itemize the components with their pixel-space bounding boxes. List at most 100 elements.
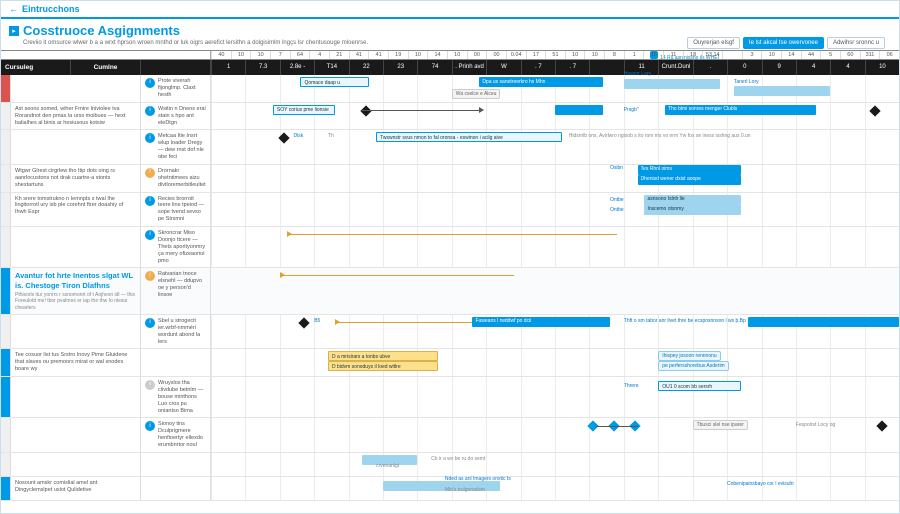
timeline-lane[interactable]: SOY corius pme lionsie Tho blmi sonres me… bbox=[211, 103, 899, 130]
row-handle[interactable] bbox=[1, 268, 11, 314]
gantt-bar[interactable]: Dpa us sanetreerkro hs Mhn bbox=[479, 77, 603, 87]
task-row[interactable]: iSionoy tins Dculprigmere henfioertyr el… bbox=[1, 418, 899, 453]
header-tick[interactable]: . 7 bbox=[555, 60, 589, 75]
tag-label[interactable]: Ihispey josoon rennnonu bbox=[658, 351, 721, 361]
tag-label[interactable]: pe perfersshorebux Asderim bbox=[658, 361, 729, 371]
task-row[interactable]: iProte viverah fijonglmp. Claxt hesthQom… bbox=[1, 75, 899, 103]
timeline-lane[interactable] bbox=[211, 227, 899, 267]
gantt-bar[interactable]: Dhenisd wener dxist aoope bbox=[638, 175, 741, 185]
row-handle[interactable] bbox=[1, 477, 11, 500]
timeline-lane[interactable]: B5Fuweans l rwddwf po dciiThft o sm tabo… bbox=[211, 315, 899, 349]
header-tick[interactable]: W bbox=[486, 60, 520, 75]
task-row[interactable]: iMetcaa Itie Insrt wlup loader Dregy — d… bbox=[1, 130, 899, 165]
task-row[interactable]: Ast seons somed, wiher Fmire Iniviolee t… bbox=[1, 103, 899, 131]
task-name-cell[interactable] bbox=[11, 227, 141, 267]
section-row[interactable]: Avantur fot hrte Inentos slgat WL is. Ch… bbox=[1, 268, 899, 315]
tag-label[interactable]: Tbusci slel nse iparer bbox=[693, 420, 748, 430]
header-tick[interactable]: 1 bbox=[211, 60, 245, 75]
gantt-bar[interactable] bbox=[624, 79, 720, 89]
timeline-lane[interactable]: OsibnTes Rhnl oimsDhenisd wener dxist ao… bbox=[211, 165, 899, 192]
gantt-bar[interactable]: D bidvm sonoduys il loed witlre bbox=[328, 361, 438, 371]
task-row[interactable]: iSkroncrar Miso Doonjo ttcere — Thets ap… bbox=[1, 227, 899, 268]
header-tick[interactable]: 4 bbox=[830, 60, 864, 75]
header-tick[interactable] bbox=[589, 60, 623, 75]
header-tick[interactable]: . bbox=[693, 60, 727, 75]
gantt-bar[interactable]: Fuweans l rwddwf po dcii bbox=[472, 317, 610, 327]
gantt-bar[interactable] bbox=[734, 86, 830, 96]
timeline-lane[interactable]: ThrereOU1 0 scom bb sersrh bbox=[211, 377, 899, 417]
header-tick[interactable]: 7.3 bbox=[245, 60, 279, 75]
gantt-bar[interactable]: Tho blmi sonres menger Clubls bbox=[665, 105, 816, 115]
toolbar-btn-3[interactable]: Adwihsr sronnc u bbox=[827, 37, 885, 49]
gantt-bar[interactable]: Tes Rhnl oims bbox=[638, 165, 741, 175]
task-name-cell[interactable]: Tee cosuor list tus Srstro Inovy Pime Gl… bbox=[11, 349, 141, 376]
col-1[interactable]: Cursuleg bbox=[1, 60, 71, 75]
gantt-bar[interactable]: Inscemo otsnmy bbox=[644, 205, 740, 215]
milestone-icon[interactable] bbox=[278, 133, 289, 144]
row-handle[interactable] bbox=[1, 377, 11, 417]
task-name-cell[interactable]: Ast seons somed, wiher Fmire Iniviolee t… bbox=[11, 103, 141, 130]
row-handle[interactable] bbox=[1, 193, 11, 227]
task-name-cell[interactable] bbox=[11, 315, 141, 349]
header-tick[interactable]: Crunt.Dunl bbox=[658, 60, 692, 75]
timeline-lane[interactable]: D a mrisirars a tonbs ubveD bidvm sonodu… bbox=[211, 349, 899, 376]
row-handle[interactable] bbox=[1, 75, 11, 102]
gantt-bar[interactable] bbox=[555, 105, 603, 115]
header-tick[interactable]: T14 bbox=[314, 60, 348, 75]
header-tick[interactable]: 0 bbox=[727, 60, 761, 75]
task-row[interactable]: Kh srere tomstrukno n Iemnpts s twal Ihe… bbox=[1, 193, 899, 228]
breadcrumb[interactable]: Eintrucchons bbox=[22, 4, 80, 14]
task-name-cell[interactable] bbox=[11, 453, 141, 476]
task-row[interactable]: iWruyslos tha clivdube betnlm — bouse mi… bbox=[1, 377, 899, 418]
gantt-bar[interactable]: SOY corius pme lionsie bbox=[273, 105, 335, 115]
row-handle[interactable] bbox=[1, 418, 11, 452]
timeline-lane[interactable]: Ontbeasnsono Islnh lleInscemo otsnmyOntb… bbox=[211, 193, 899, 227]
task-name-cell[interactable] bbox=[11, 130, 141, 164]
task-row[interactable]: Wtgwr Glrest cirgrlew tho Itip dois oing… bbox=[1, 165, 899, 193]
gantt-bar[interactable]: D a mrisirars a tonbs ubve bbox=[328, 351, 438, 361]
milestone-icon[interactable] bbox=[361, 105, 372, 116]
row-handle[interactable] bbox=[1, 453, 11, 476]
timeline-lane[interactable] bbox=[211, 268, 899, 314]
header-tick[interactable]: 22 bbox=[349, 60, 383, 75]
timeline-lane[interactable]: Tbusci slel nse iparerFespolrst Locy og bbox=[211, 418, 899, 452]
timeline-lane[interactable]: Qomace daap u Dpa us sanetreerkro hs Mhn W… bbox=[211, 75, 899, 102]
toolbar-btn-1[interactable]: Ouyrerjan elsgf bbox=[687, 37, 740, 49]
task-row[interactable]: Nosount amskr comislial amel ant Dingycl… bbox=[1, 477, 899, 501]
header-tick[interactable]: 23 bbox=[383, 60, 417, 75]
row-handle[interactable] bbox=[1, 165, 11, 192]
task-name-cell[interactable] bbox=[11, 75, 141, 102]
gantt-bar[interactable]: OU1 0 scom bb sersrh bbox=[658, 381, 741, 391]
toolbar-btn-2[interactable]: Ie lst akcal tse owervonee bbox=[743, 37, 824, 49]
gantt-bar[interactable]: Qomace daap u bbox=[300, 77, 369, 87]
row-handle[interactable] bbox=[1, 315, 11, 349]
milestone-icon[interactable] bbox=[299, 317, 310, 328]
header-tick[interactable]: 2.8e - bbox=[280, 60, 314, 75]
header-tick[interactable]: . 7 bbox=[521, 60, 555, 75]
tag-label[interactable]: Wa cselce e Alceu bbox=[452, 89, 501, 99]
task-name-cell[interactable]: Avantur fot hrte Inentos slgat WL is. Ch… bbox=[11, 268, 141, 314]
milestone-icon[interactable] bbox=[870, 105, 881, 116]
task-row[interactable]: Tee cosuor list tus Srstro Inovy Pime Gl… bbox=[1, 349, 899, 377]
row-handle[interactable] bbox=[1, 227, 11, 267]
header-tick[interactable]: 10 bbox=[865, 60, 899, 75]
header-tick[interactable]: 74 bbox=[417, 60, 451, 75]
timeline-lane[interactable]: Nded as anl Imagers onxtic IsMio's trulg… bbox=[211, 477, 899, 500]
header-tick[interactable]: 4 bbox=[796, 60, 830, 75]
gantt-bar[interactable]: Twswnstr svus nmon to fal oronsa - eswin… bbox=[376, 132, 562, 142]
timeline-lane[interactable]: Cb ir a wv be ru do semtcrvenanlgt bbox=[211, 453, 899, 476]
row-handle[interactable] bbox=[1, 349, 11, 376]
header-tick[interactable]: 9 bbox=[762, 60, 796, 75]
back-icon[interactable]: ← bbox=[9, 4, 18, 14]
task-name-cell[interactable] bbox=[11, 418, 141, 452]
row-handle[interactable] bbox=[1, 130, 11, 164]
task-name-cell[interactable] bbox=[11, 377, 141, 417]
row-handle[interactable] bbox=[1, 103, 11, 130]
task-row[interactable]: iSbel u strogecit ier.wrbf-nmméri wordun… bbox=[1, 315, 899, 350]
gantt-bar[interactable] bbox=[748, 317, 899, 327]
task-row[interactable]: Cb ir a wv be ru do semtcrvenanlgt bbox=[1, 453, 899, 477]
timeline-lane[interactable]: DlskThTwswnstr svus nmon to fal oronsa -… bbox=[211, 130, 899, 164]
col-2[interactable]: Cumlne bbox=[71, 60, 141, 75]
header-tick[interactable]: . Prinh avd lonn bbox=[452, 60, 486, 75]
task-name-cell[interactable]: Kh srere tomstrukno n Iemnpts s twal Ihe… bbox=[11, 193, 141, 227]
